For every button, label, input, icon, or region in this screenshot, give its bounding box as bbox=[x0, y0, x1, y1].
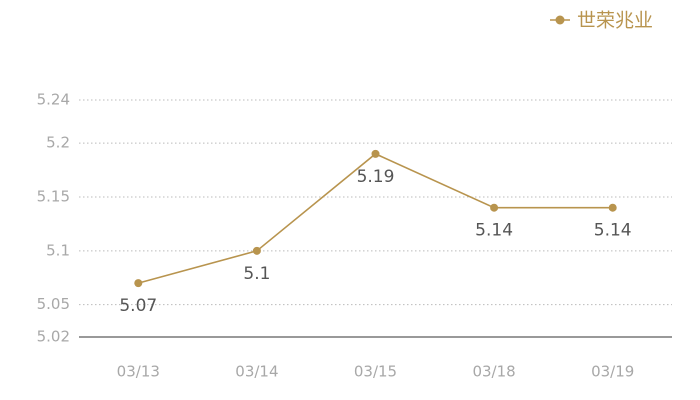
data-label: 5.14 bbox=[475, 221, 513, 241]
x-tick-label: 03/18 bbox=[472, 363, 515, 381]
x-tick-label: 03/19 bbox=[591, 363, 634, 381]
y-tick-label: 5.15 bbox=[37, 187, 70, 205]
point bbox=[608, 203, 617, 212]
data-label: 5.1 bbox=[243, 264, 270, 284]
legend-label[interactable]: 世荣兆业 bbox=[577, 10, 653, 32]
data-label: 5.19 bbox=[357, 167, 395, 187]
y-tick-label: 5.1 bbox=[46, 241, 70, 259]
point bbox=[490, 203, 499, 212]
legend-marker bbox=[555, 15, 565, 25]
point bbox=[371, 149, 380, 158]
x-tick-label: 03/15 bbox=[354, 363, 397, 381]
y-tick-label: 5.2 bbox=[46, 134, 70, 152]
y-tick-label: 5.05 bbox=[37, 295, 70, 313]
x-tick-label: 03/13 bbox=[117, 363, 160, 381]
data-label: 5.14 bbox=[594, 221, 632, 241]
y-tick-label: 5.02 bbox=[37, 328, 70, 346]
data-label: 5.07 bbox=[119, 296, 157, 316]
y-tick-label: 5.24 bbox=[37, 91, 70, 109]
x-tick-label: 03/14 bbox=[235, 363, 278, 381]
point bbox=[252, 246, 261, 255]
point bbox=[134, 279, 143, 288]
